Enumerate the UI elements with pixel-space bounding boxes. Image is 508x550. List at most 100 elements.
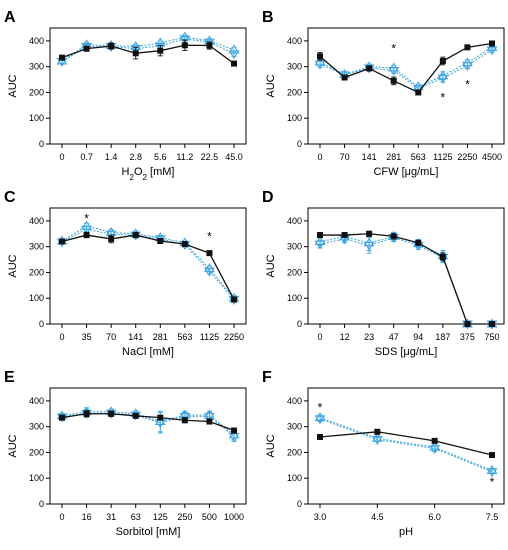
- x-tick-label: 1125: [200, 332, 219, 342]
- data-point-square: [181, 42, 188, 49]
- x-tick-label: 141: [362, 152, 377, 162]
- panel-d: D 0 100 200 300 400 0 12 23 47 94 187 375 750 AUC SDS […: [262, 189, 505, 358]
- x-tick-label: 63: [131, 512, 141, 522]
- x-tick-label: 35: [82, 332, 92, 342]
- panel-letter: B: [262, 9, 274, 26]
- x-tick-label: 750: [484, 332, 499, 342]
- y-tick-label: 0: [39, 319, 44, 329]
- plot-frame: [49, 387, 247, 505]
- y-tick-label: 0: [297, 319, 302, 329]
- series-triangle-up: [314, 230, 498, 328]
- y-axis-label: AUC: [7, 74, 19, 97]
- y-tick-label: 0: [297, 139, 302, 149]
- data-point-square: [83, 232, 90, 239]
- data-point-triangle-down: [371, 436, 383, 446]
- x-tick-label: 0: [317, 332, 322, 342]
- x-tick-label: 12: [340, 332, 350, 342]
- series-line: [319, 431, 493, 456]
- x-tick-label: 70: [106, 332, 116, 342]
- x-tick-label: 141: [128, 332, 143, 342]
- panel-b: B 0 100 200 300 400 0 70 141 281 563 1125 2250 4500 AU…: [262, 9, 505, 178]
- data-point-triangle-down: [363, 241, 375, 251]
- data-point-square: [206, 250, 213, 257]
- x-tick-label: 3.0: [314, 512, 327, 522]
- data-point-triangle-down: [314, 60, 326, 70]
- x-tick-label: 7.5: [486, 512, 499, 522]
- series-square: [59, 39, 237, 67]
- y-tick-label: 300: [287, 242, 302, 252]
- data-point-square: [83, 45, 90, 52]
- data-point-square: [366, 65, 373, 72]
- y-tick-label: 0: [39, 499, 44, 509]
- y-tick-label: 400: [287, 216, 302, 226]
- x-tick-label: 375: [460, 332, 475, 342]
- y-tick-label: 400: [29, 396, 44, 406]
- series-line: [61, 228, 235, 300]
- series-line: [61, 44, 235, 65]
- y-tick-label: 200: [29, 267, 44, 277]
- x-tick-label: 23: [364, 332, 374, 342]
- data-point-square: [439, 253, 446, 260]
- y-tick-label: 200: [29, 447, 44, 457]
- y-tick-label: 0: [297, 499, 302, 509]
- data-point-square: [464, 321, 471, 327]
- y-tick-label: 300: [29, 422, 44, 432]
- data-point-square: [489, 321, 495, 327]
- x-axis-label: pH: [399, 526, 413, 538]
- data-point-square: [390, 77, 397, 84]
- significance-star: *: [84, 211, 89, 225]
- data-point-square: [439, 57, 446, 64]
- data-point-square: [415, 239, 422, 246]
- data-point-square: [464, 44, 471, 51]
- significance-star: *: [441, 91, 446, 105]
- series-line: [319, 417, 493, 471]
- y-tick-label: 100: [287, 113, 302, 123]
- y-tick-label: 400: [29, 36, 44, 46]
- data-point-triangle-down: [179, 35, 191, 45]
- y-tick-label: 100: [29, 293, 44, 303]
- series-line: [61, 36, 235, 62]
- panel-letter: A: [4, 9, 16, 26]
- data-point-square: [132, 232, 139, 239]
- data-point-triangle-down: [486, 46, 498, 56]
- x-tick-label: 4500: [482, 152, 502, 162]
- data-point-square: [157, 47, 164, 54]
- y-tick-label: 200: [29, 87, 44, 97]
- series-line: [61, 234, 235, 300]
- data-point-square: [231, 60, 237, 67]
- data-point-square: [132, 412, 139, 419]
- series-line: [61, 38, 235, 62]
- y-axis-label: AUC: [265, 254, 277, 277]
- x-tick-label: 2250: [457, 152, 477, 162]
- series-square: [317, 40, 495, 96]
- x-tick-label: 1125: [433, 152, 452, 162]
- x-tick-label: 1000: [224, 512, 244, 522]
- x-tick-label: 45.0: [225, 152, 243, 162]
- data-point-triangle-down: [204, 412, 215, 422]
- data-point-triangle-down: [462, 61, 473, 71]
- data-point-square: [341, 232, 348, 239]
- x-tick-label: 2250: [224, 332, 244, 342]
- x-axis-label-subscript: 2: [129, 173, 134, 182]
- significance-star: *: [465, 78, 470, 92]
- x-tick-label: 0: [59, 332, 64, 342]
- data-point-triangle-down: [228, 50, 240, 60]
- y-tick-label: 0: [39, 139, 44, 149]
- series-triangle-up: [314, 412, 498, 474]
- series-line: [320, 233, 492, 325]
- x-tick-label: 11.2: [176, 152, 193, 162]
- data-point-square: [59, 54, 65, 61]
- x-axis-label-part: [mM]: [147, 166, 175, 178]
- y-tick-label: 100: [29, 473, 44, 483]
- data-point-square: [206, 42, 213, 49]
- series-line: [319, 49, 493, 90]
- y-tick-label: 100: [287, 473, 302, 483]
- x-tick-label: 0: [317, 152, 322, 162]
- y-tick-label: 400: [29, 216, 44, 226]
- y-tick-label: 200: [287, 267, 302, 277]
- x-tick-label: 281: [386, 152, 401, 162]
- x-tick-label: 250: [177, 512, 192, 522]
- data-point-square: [231, 296, 237, 303]
- plot-frame: [307, 207, 505, 325]
